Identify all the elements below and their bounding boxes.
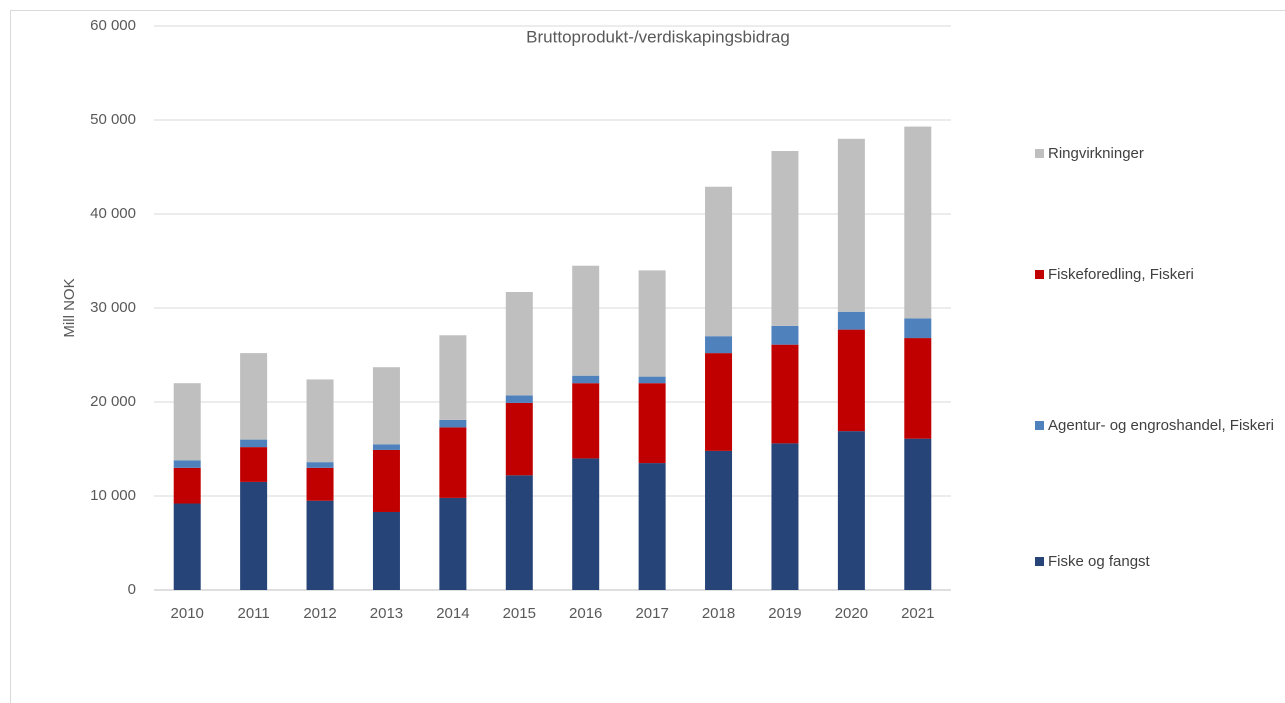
bar-segment — [306, 462, 334, 468]
bar-segment — [638, 270, 666, 377]
bar-segment — [439, 497, 467, 590]
legend-swatch — [1035, 421, 1044, 430]
y-tick-label: 0 — [128, 581, 136, 598]
bar-segment — [505, 402, 533, 476]
bar-segment — [372, 449, 400, 512]
bar-segment — [240, 447, 268, 482]
bar-segment — [306, 379, 334, 463]
x-tick-label: 2013 — [370, 605, 403, 622]
bar-segment — [837, 329, 865, 432]
x-tick-label: 2012 — [303, 605, 336, 622]
bar-segment — [173, 503, 201, 590]
bar-segment — [837, 431, 865, 590]
bar-segment — [771, 151, 799, 326]
x-tick-label: 2019 — [768, 605, 801, 622]
bar-segment — [771, 344, 799, 444]
bar-segment — [904, 126, 932, 319]
x-tick-label: 2010 — [171, 605, 204, 622]
y-tick-label: 50 000 — [90, 111, 136, 128]
legend-swatch — [1035, 149, 1044, 158]
x-tick-label: 2017 — [635, 605, 668, 622]
bar-segment — [572, 265, 600, 376]
bar-segment — [705, 336, 733, 354]
bar-segment — [904, 438, 932, 590]
bar-segment — [240, 439, 268, 448]
y-axis-label: Mill NOK — [61, 278, 78, 337]
bar-segment — [638, 376, 666, 384]
legend-swatch — [1035, 270, 1044, 279]
bar-segment — [240, 481, 268, 590]
bar-segment — [505, 292, 533, 396]
bar-segment — [705, 186, 733, 337]
bar-segment — [306, 500, 334, 590]
y-tick-label: 10 000 — [90, 487, 136, 504]
legend-entry: Agentur- og engroshandel, Fiskeri — [1035, 413, 1278, 439]
y-tick-label: 60 000 — [90, 17, 136, 34]
bar-segment — [904, 318, 932, 339]
bar-segment — [837, 311, 865, 330]
x-tick-label: 2015 — [503, 605, 536, 622]
bar-segment — [771, 325, 799, 345]
legend-entry: Ringvirkninger — [1035, 141, 1278, 167]
bar-segment — [372, 511, 400, 590]
bar-segment — [705, 450, 733, 590]
legend-label: Agentur- og engroshandel, Fiskeri — [1048, 417, 1274, 434]
y-tick-label: 20 000 — [90, 393, 136, 410]
bar-segment — [372, 444, 400, 450]
x-tick-label: 2014 — [436, 605, 469, 622]
bar-segment — [771, 443, 799, 590]
bar-segment — [572, 375, 600, 384]
legend-swatch — [1035, 557, 1044, 566]
bar-segment — [173, 467, 201, 504]
legend-entry: Fiske og fangst — [1035, 549, 1278, 575]
x-tick-label: 2011 — [237, 605, 269, 622]
legend-label: Ringvirkninger — [1048, 145, 1144, 162]
bar-segment — [505, 395, 533, 403]
bar-segment — [572, 383, 600, 459]
bar-segment — [638, 383, 666, 464]
frame — [10, 10, 1285, 703]
legend-entry: Fiskeforedling, Fiskeri — [1035, 262, 1278, 288]
legend-label: Fiskeforedling, Fiskeri — [1048, 266, 1194, 283]
bar-segment — [837, 138, 865, 312]
y-tick-label: 30 000 — [90, 299, 136, 316]
bar-segment — [439, 427, 467, 498]
x-tick-label: 2020 — [835, 605, 868, 622]
x-tick-label: 2018 — [702, 605, 735, 622]
bar-segment — [572, 458, 600, 590]
bar-segment — [638, 463, 666, 590]
bar-segment — [439, 419, 467, 428]
bar-segment — [240, 353, 268, 440]
chart-title: Bruttoprodukt-/verdiskapingsbidrag — [526, 27, 790, 46]
bar-segment — [372, 367, 400, 445]
bar-segment — [439, 335, 467, 420]
bar-segment — [173, 460, 201, 468]
bar-segment — [705, 353, 733, 451]
bar-segment — [173, 383, 201, 461]
y-tick-label: 40 000 — [90, 205, 136, 222]
x-tick-label: 2021 — [901, 605, 934, 622]
legend-label: Fiske og fangst — [1048, 553, 1150, 570]
bar-segment — [306, 467, 334, 501]
x-tick-label: 2016 — [569, 605, 602, 622]
bar-segment — [505, 475, 533, 590]
bar-segment — [904, 338, 932, 439]
